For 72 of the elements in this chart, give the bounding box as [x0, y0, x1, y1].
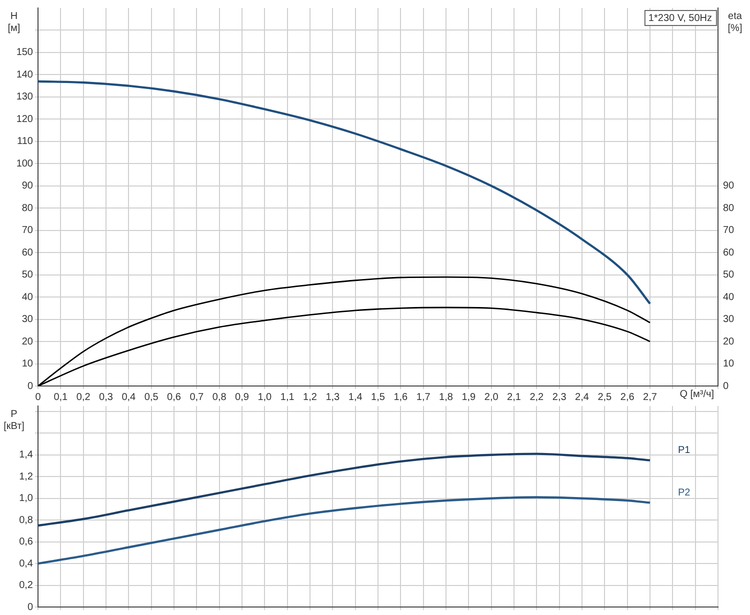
y2-tick-label: 20 [723, 336, 735, 348]
y-tick-label: 0,6 [19, 536, 34, 548]
line-series [38, 80, 652, 305]
y-tick-label: 100 [16, 158, 34, 170]
x-tick-label: 0,8 [212, 392, 227, 403]
y-tick-label: 10 [22, 358, 34, 370]
y2-tick-label: 80 [723, 202, 735, 214]
y-tick-label: 0 [27, 602, 34, 613]
x-tick-label: 1,5 [371, 392, 386, 403]
x-tick-label: 0,7 [190, 392, 204, 403]
y2-tick-label: 10 [723, 358, 735, 370]
x-tick-label: 0 [35, 392, 42, 403]
line-series [38, 452, 652, 527]
x-tick-label: 2,0 [484, 392, 499, 403]
x-tick-label: 1,4 [348, 392, 363, 403]
y2-tick-label: 40 [723, 292, 735, 303]
y2-tick-label: 50 [723, 270, 735, 281]
y2-tick-label: 90 [723, 180, 735, 192]
y-tick-label: 1,0 [19, 493, 34, 504]
y-tick-label: 70 [22, 225, 34, 236]
x-tick-label: 0,2 [76, 392, 91, 403]
x-tick-label: 0,1 [54, 392, 68, 403]
x-tick-label: 2,3 [552, 392, 567, 403]
x-tick-label: 1,8 [439, 392, 454, 403]
y-tick-label: 0,4 [19, 558, 34, 570]
y-tick-label: 150 [16, 47, 34, 58]
y2-tick-label: 60 [723, 247, 735, 258]
text: P2 [678, 487, 691, 498]
text: P1 [678, 445, 691, 456]
y-tick-label: 130 [16, 92, 34, 103]
x-tick-label: 1,0 [258, 392, 272, 403]
y-tick-label: 80 [22, 202, 34, 214]
x-tick-label: 0,6 [167, 392, 182, 403]
x-tick-label: 0,5 [144, 392, 159, 403]
y-tick-label: 60 [22, 247, 34, 258]
x-tick-label: 2,4 [575, 392, 590, 403]
x-tick-label: 2,7 [643, 392, 658, 403]
x-tick-label: 2,2 [530, 392, 544, 403]
x-tick-label: 1,7 [416, 392, 431, 403]
y-tick-label: 20 [22, 336, 34, 348]
line-series [38, 496, 652, 565]
x-tick-label: 1,2 [303, 392, 318, 403]
y-tick-label: 140 [16, 69, 34, 80]
annotation: 1*230 V, 50Hz [648, 12, 712, 24]
y-tick-label: 1,2 [19, 471, 34, 482]
x-axis-title: Q [м³/ч] [680, 388, 714, 400]
x-tick-label: 2,6 [620, 392, 635, 403]
x-tick-label: 2,1 [507, 392, 522, 403]
y-tick-label: 110 [17, 136, 34, 148]
y2-axis-title: eta [%] [728, 10, 742, 34]
y-tick-label: 30 [22, 314, 34, 326]
y-tick-label: 0,2 [19, 580, 34, 592]
y2-tick-label: 0 [723, 380, 729, 392]
x-tick-label: 1,9 [462, 392, 476, 403]
y-tick-label: 120 [16, 114, 34, 125]
x-tick-label: 1,3 [326, 392, 340, 403]
y-axis-title: P [кВт] [4, 408, 25, 432]
y-axis-title: H [м] [8, 10, 20, 34]
x-tick-label: 1,6 [394, 392, 408, 403]
x-tick-label: 2,5 [598, 392, 612, 403]
y-tick-label: 1,4 [19, 450, 34, 461]
y2-tick-label: 70 [723, 225, 735, 236]
x-tick-label: 0,3 [99, 392, 114, 403]
y-tick-label: 40 [22, 292, 34, 303]
y-tick-label: 0,8 [19, 514, 34, 526]
y-tick-label: 0 [27, 380, 34, 392]
y-tick-label: 50 [22, 270, 34, 281]
y2-tick-label: 30 [723, 314, 735, 326]
x-tick-label: 0,4 [122, 392, 136, 403]
x-tick-label: 1,1 [280, 392, 295, 403]
x-tick-label: 0,9 [235, 392, 250, 403]
y-tick-label: 90 [22, 180, 34, 192]
